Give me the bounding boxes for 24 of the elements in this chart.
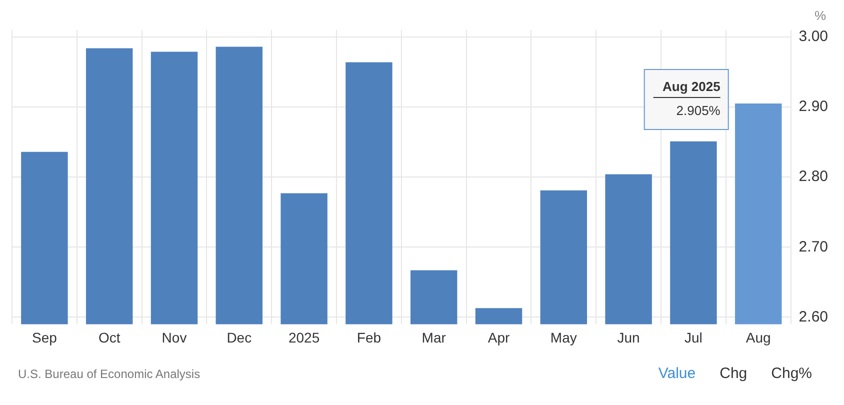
x-tick-label: Feb [356,329,382,346]
y-tick-label: 3.00 [798,28,828,46]
y-tick-label: 2.90 [798,98,828,116]
x-tick-label: Jul [684,329,702,346]
annotation: Aug 2025 [662,79,720,94]
annotation: 2.905% [676,103,721,118]
x-tick-label: Sep [32,329,58,346]
x-tick-label: Dec [226,329,252,346]
x-tick-label: 2025 [288,329,320,346]
y-tick-label: 2.70 [798,238,828,256]
x-tick-label: Aug [746,329,771,346]
y-tick-label: 2.60 [798,308,828,326]
y-axis-title: % [814,8,826,24]
x-tick-label: Mar [422,329,446,346]
x-tick-label: Jun [617,329,640,346]
x-tick-label: Oct [98,329,120,346]
x-tick-label: May [550,329,577,346]
text: U.S. Bureau of Economic Analysis [18,366,200,380]
text: Value [658,365,696,382]
text: Chg% [771,365,812,382]
x-tick-label: Apr [488,329,510,346]
x-tick-label: Nov [162,329,187,346]
text: Chg [720,365,748,382]
y-tick-label: 2.80 [798,168,828,186]
